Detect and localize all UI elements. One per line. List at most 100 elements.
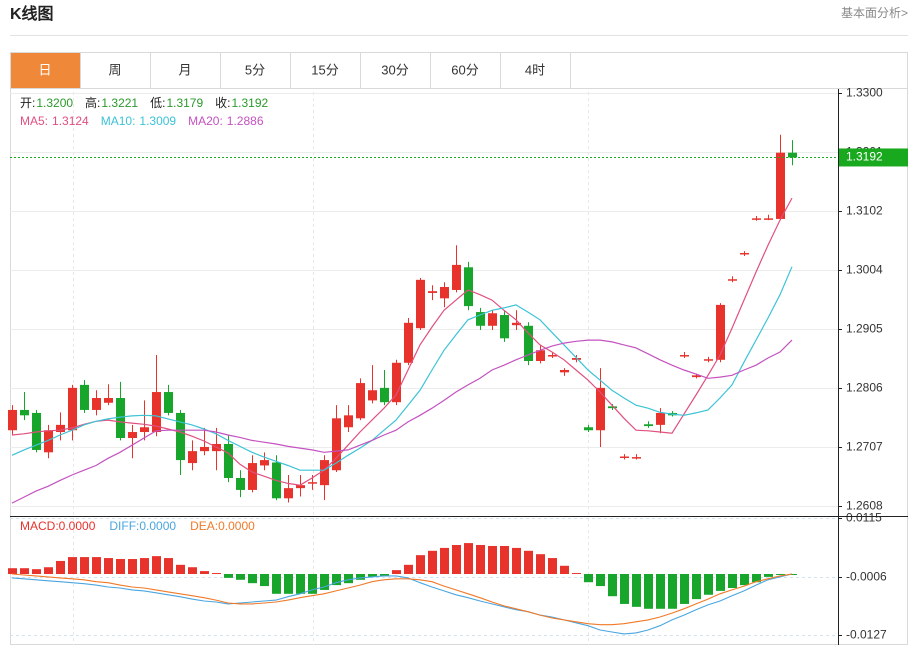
tab[interactable]: 周 [80,52,151,89]
macd-bar [656,573,665,609]
tab-label[interactable]: 4时 [525,62,545,77]
tab-background[interactable] [430,52,501,89]
candle-body [584,427,593,431]
tab[interactable]: 60分 [430,52,501,89]
macd-bar [644,573,653,609]
tab-label[interactable]: 5分 [245,62,265,77]
candle-body [416,279,425,329]
macd-bar [176,564,185,574]
macd-bar [128,559,137,574]
candle-body [716,304,725,360]
tab[interactable]: 30分 [360,52,431,89]
macd-bar [272,573,281,594]
macd-bar [572,573,581,574]
macd-line [11,573,793,626]
candle-body [572,358,581,360]
candle-body [536,350,545,362]
tab-background[interactable] [500,52,571,89]
candle-body [104,398,113,403]
tab[interactable]: 日 [10,52,81,89]
tab-background[interactable] [10,52,81,89]
y-tick-label: 1.2806 [846,381,883,395]
candle-body [548,355,557,357]
ohlc-value: 1.3200 [36,96,73,110]
candle-body [20,409,29,416]
tab[interactable]: 15分 [290,52,361,89]
candle-body [248,463,257,490]
macd-bar [392,570,401,574]
macd-bar [68,557,77,574]
macd-bar [500,545,509,574]
macd-bar [200,571,209,574]
macd-bar [368,573,377,577]
y-tick-label: 0.0115 [846,511,882,525]
macd-bar [488,545,497,574]
fundamental-link[interactable]: 基本面分析> [841,6,908,20]
macd-bar [680,573,689,604]
macd-bar [32,569,41,574]
macd-bar [596,573,605,587]
candle-body [776,152,785,219]
mark-layer [8,134,797,635]
legend-value: 1.3124 [52,114,89,128]
candle-body [284,488,293,499]
last-price-box [839,148,908,167]
legend-value: 1.3009 [139,114,176,128]
ohlc-value: 1.3221 [101,96,138,110]
macd-bar [524,550,533,574]
candle-body [8,409,17,431]
tab-label[interactable]: 60分 [451,62,478,77]
tab-label[interactable]: 15分 [311,62,338,77]
tab-label[interactable]: 30分 [381,62,408,77]
ohlc-value: 1.3179 [166,96,203,110]
legend-name: MA20: [188,114,223,128]
macd-bar [416,555,425,574]
candle-body [620,456,629,459]
ohlc-label: 开: [20,96,35,110]
ohlc-label: 低: [150,96,165,110]
candle-body [740,252,749,255]
tab-background[interactable] [360,52,431,89]
candle-body [200,446,209,452]
y-tick-label: -0.0127 [846,628,887,642]
tab-background[interactable] [150,52,221,89]
legend-value: 0.0000 [218,519,255,533]
ma-line [11,339,793,504]
candle-body [644,424,653,427]
macd-bar [152,556,161,574]
candle-body [488,313,497,326]
macd-bar [188,567,197,574]
candle-body [788,152,797,158]
macd-bar [92,557,101,574]
candle-body [152,392,161,433]
legend-name: DIFF: [109,519,139,533]
top-layer: 日 周 月 5分 15分 30分 60分 4时 1.3192 开: 1.3200 高: 1.3221 低:… [10,52,908,533]
macd-bar [584,573,593,583]
tab-label[interactable]: 周 [108,62,121,77]
macd-bar [80,557,89,574]
y-tick-label: 1.2608 [846,499,883,513]
tab[interactable]: 5分 [220,52,291,89]
candle-body [344,415,353,428]
legend-value: 0.0000 [59,519,96,533]
legend-name: MACD: [20,519,59,533]
candle-body [44,430,53,453]
y-tick-label: 1.2905 [846,322,883,336]
macd-bar [116,559,125,574]
tab-label[interactable]: 日 [38,62,51,77]
candle-body [296,485,305,489]
tab[interactable]: 4时 [500,52,571,89]
candle-body [236,477,245,490]
candle-body [476,312,485,326]
candle-body [80,384,89,410]
macd-bar [440,547,449,574]
macd-bar [536,554,545,574]
tab-label[interactable]: 月 [178,62,191,77]
ma-line [11,197,793,486]
macd-bar [608,573,617,597]
last-price-label: 1.3192 [846,150,883,164]
tab[interactable]: 月 [150,52,221,89]
macd-bar [8,568,17,574]
macd-bar [764,573,773,577]
macd-bar [104,558,113,574]
